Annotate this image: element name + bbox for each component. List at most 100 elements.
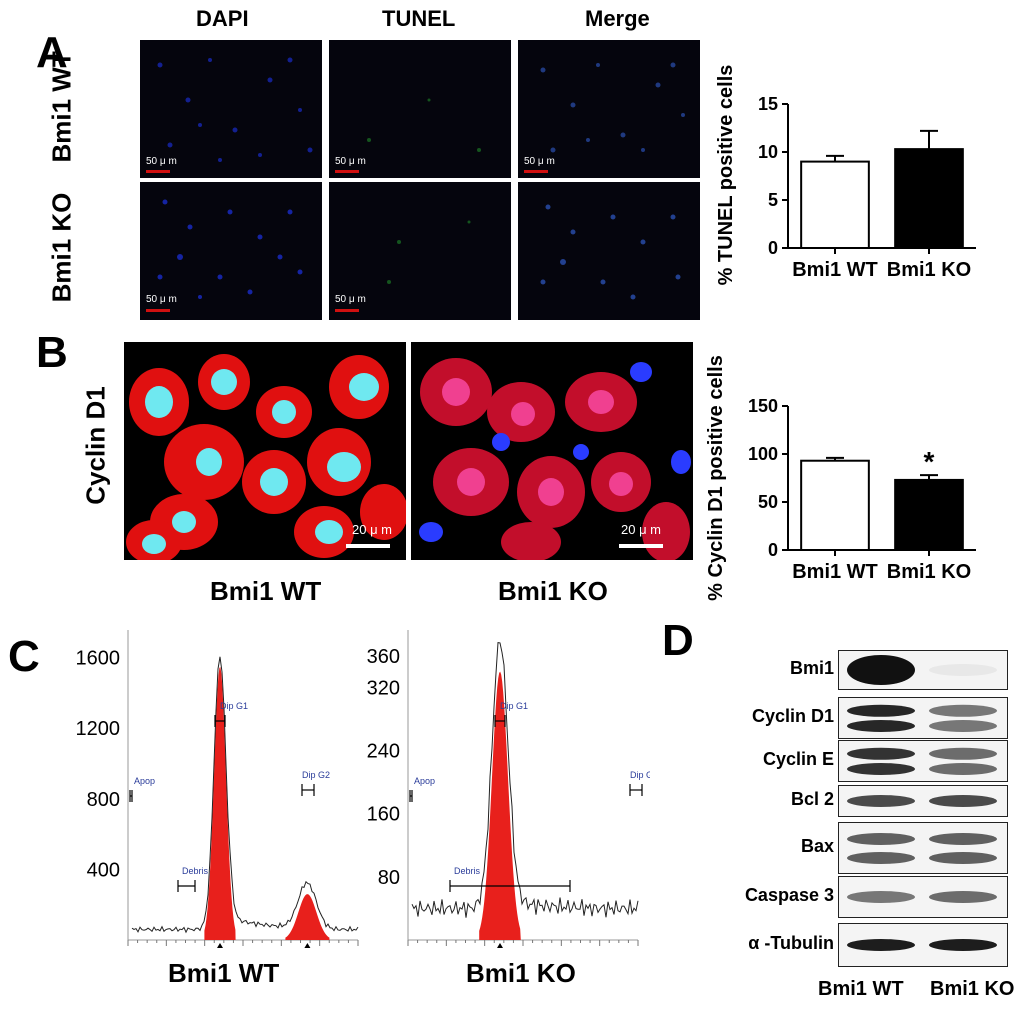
y-tick-label: 5: [768, 190, 778, 210]
cyclin-wt-caption: Bmi1 WT: [210, 576, 322, 606]
x-tick-label: Bmi1 WT: [792, 259, 878, 281]
scale-label: 50 μ m: [335, 156, 366, 167]
y-tick-label: 10: [758, 142, 778, 162]
blot-lane-wt: Bmi1 WT: [818, 978, 904, 1000]
gate-label: Dip G1: [220, 701, 248, 711]
histogram-outline: [131, 656, 359, 934]
blot-band: [847, 795, 915, 807]
panel-b-letter: B: [36, 328, 68, 377]
y-tick-label: 360: [367, 646, 400, 668]
x-tick-label: Bmi1 KO: [887, 561, 971, 583]
significance-star: *: [924, 446, 935, 477]
cyclin-chart: % Cyclin D1 positive cells 0 50 100 150 Bmi1…: [705, 355, 976, 601]
blot-label: Bax: [800, 836, 834, 856]
y-tick-label: 15: [758, 94, 778, 114]
cyclin-wt-image: 20 μ m: [124, 342, 406, 560]
y-tick-label: 0: [768, 238, 778, 258]
gate-label: Dip G2: [630, 770, 650, 780]
gate-label: Debris: [454, 866, 481, 876]
scale-bar: [619, 544, 663, 548]
dapi-wt-cells: [157, 57, 313, 162]
peak-marker: [304, 943, 311, 948]
g2-peak-fill: [285, 894, 330, 940]
blot-band: [847, 763, 915, 775]
blot-strip: [838, 822, 1008, 874]
peak-marker: [217, 943, 223, 948]
gate-label: Apop: [134, 776, 155, 786]
tunel-ko-image: 50 μ m: [329, 182, 511, 320]
scale-label: 20 μ m: [352, 522, 393, 537]
blot-bands: [847, 891, 997, 903]
blot-band: [929, 704, 997, 717]
bar: [894, 478, 964, 551]
tunel-chart: % TUNEL positive cells 0 5 10 15 Bmi1 WT Bmi1…: [715, 65, 976, 286]
y-tick-label: 240: [367, 741, 400, 763]
dapi-ko-cells: [157, 199, 303, 299]
blot-strip: [838, 697, 1008, 739]
g1-peak-fill: [479, 671, 521, 940]
blot-band: [929, 664, 997, 676]
x-tick-label: Bmi1 WT: [792, 561, 878, 583]
blot-band: [847, 704, 915, 717]
scale-label: 50 μ m: [335, 294, 366, 305]
scale-bar: [146, 170, 170, 173]
y-tick-label: 320: [367, 677, 400, 699]
blot-strip: [838, 876, 1008, 918]
merge-ko-cells: [540, 204, 681, 300]
blot-band: [847, 852, 915, 864]
blot-label: Caspase 3: [744, 885, 834, 905]
y-tick-label: 1600: [76, 648, 121, 670]
merge-wt-cells: [540, 62, 685, 153]
merge-wt-image: 50 μ m: [518, 40, 700, 178]
y-tick-label: 80: [378, 867, 400, 889]
blot-band: [929, 747, 997, 760]
tunel-wt-image: 50 μ m: [329, 40, 511, 178]
blot-label: Bcl 2: [790, 789, 834, 809]
blot-bands: [847, 795, 997, 807]
blot-band: [847, 939, 915, 951]
blot-band: [847, 833, 915, 845]
cyclin-row-label: Cyclin D1: [80, 386, 111, 505]
dapi-ko-image: 50 μ m: [140, 182, 322, 320]
panel-a-letter: A: [36, 28, 68, 77]
scale-bar: [335, 170, 359, 173]
flow-wt-caption: Bmi1 WT: [168, 958, 280, 988]
y-tick-label: 160: [367, 804, 400, 826]
blot-lane-ko: Bmi1 KO: [930, 978, 1015, 1000]
blot-label: α -Tubulin: [748, 933, 834, 953]
bar: [894, 148, 964, 249]
flow-ko-caption: Bmi1 KO: [466, 958, 576, 988]
peak-marker: [497, 943, 503, 948]
tunel-header: TUNEL: [382, 6, 456, 31]
blot-band: [929, 795, 997, 807]
panel-d-letter: D: [662, 616, 694, 665]
blot-band: [847, 720, 915, 732]
blot-label: Bmi1: [789, 658, 834, 678]
tunel-ko-cells: [387, 220, 471, 284]
blot-strip: [838, 923, 1008, 967]
cyclin-ko-cells: [419, 358, 691, 560]
gate-label: Apop: [414, 776, 435, 786]
blot-strip: [838, 740, 1008, 782]
dapi-header: DAPI: [196, 6, 249, 31]
blot-bands: [847, 704, 997, 732]
blot-band: [847, 891, 915, 903]
cyclin-wt-cells: [126, 354, 406, 560]
y-tick-label: 50: [758, 492, 778, 512]
gate-label: Debris: [182, 866, 209, 876]
blot-bands: [847, 833, 997, 864]
tunel-chart-ylabel: % TUNEL positive cells: [715, 65, 737, 286]
blot-label: Cyclin E: [762, 749, 834, 769]
blot-band: [929, 852, 997, 864]
scale-bar: [335, 309, 359, 312]
scale-label: 50 μ m: [146, 156, 177, 167]
flow-wt-histogram: 1600 1200 800 400 Apop Debris Dip G1 Dip G2: [76, 630, 359, 948]
row-label-ko: Bmi1 KO: [46, 192, 77, 303]
blot-strip: [838, 785, 1008, 817]
blot-band: [929, 833, 997, 845]
y-tick-label: 100: [748, 444, 778, 464]
g1-peak-fill: [204, 667, 236, 940]
blot-bands: [847, 747, 997, 775]
blot-band: [929, 891, 997, 903]
blot-band: [847, 747, 915, 760]
